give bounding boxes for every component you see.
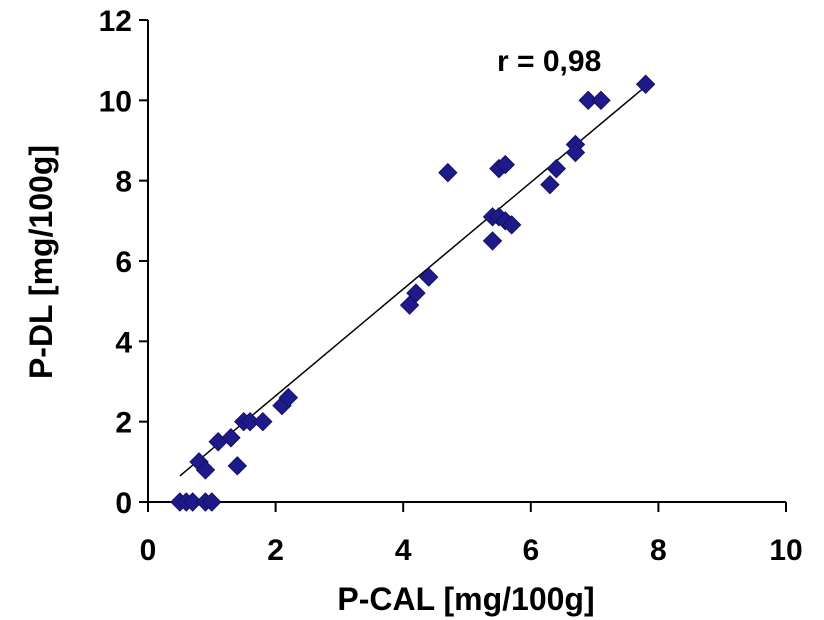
y-tick-label: 12 [99,5,132,38]
y-tick-label: 6 [115,246,132,279]
data-point [546,158,567,179]
x-tick-label: 10 [769,534,802,567]
data-point [501,215,522,235]
data-point [578,90,598,111]
y-tick-label: 4 [115,326,132,359]
y-tick-label: 8 [115,166,132,199]
x-tick-label: 0 [140,534,157,567]
data-point [221,428,241,448]
x-tick-label: 4 [395,534,412,567]
data-point [227,456,248,476]
data-point [540,174,560,195]
x-tick-label: 2 [267,534,284,567]
y-tick-label: 10 [99,85,132,118]
x-axis-title: P-CAL [mg/100g] [337,581,594,617]
data-point [182,492,203,512]
data-point [406,283,426,303]
y-tick-label: 0 [115,487,132,520]
data-point [202,492,222,512]
data-point [495,154,515,175]
correlation-annotation: r = 0,98 [497,45,601,78]
x-tick-label: 8 [650,534,667,567]
y-tick-label: 2 [115,407,132,440]
data-point [419,267,439,287]
y-axis-title: P-DL [mg/100g] [23,145,59,379]
data-point [195,460,216,480]
data-points [170,74,656,512]
data-point [278,387,299,408]
data-point [240,411,260,432]
data-point [635,74,656,94]
data-point [482,231,503,251]
ticks: 0 2 4 6 8 10 12 0 2 4 6 8 10 [99,5,803,567]
data-point [438,162,458,183]
data-point [253,411,273,432]
data-point [591,90,611,111]
x-tick-label: 6 [522,534,539,567]
data-point [565,142,586,163]
